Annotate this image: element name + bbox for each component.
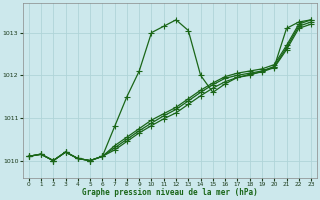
X-axis label: Graphe pression niveau de la mer (hPa): Graphe pression niveau de la mer (hPa) (82, 188, 258, 197)
